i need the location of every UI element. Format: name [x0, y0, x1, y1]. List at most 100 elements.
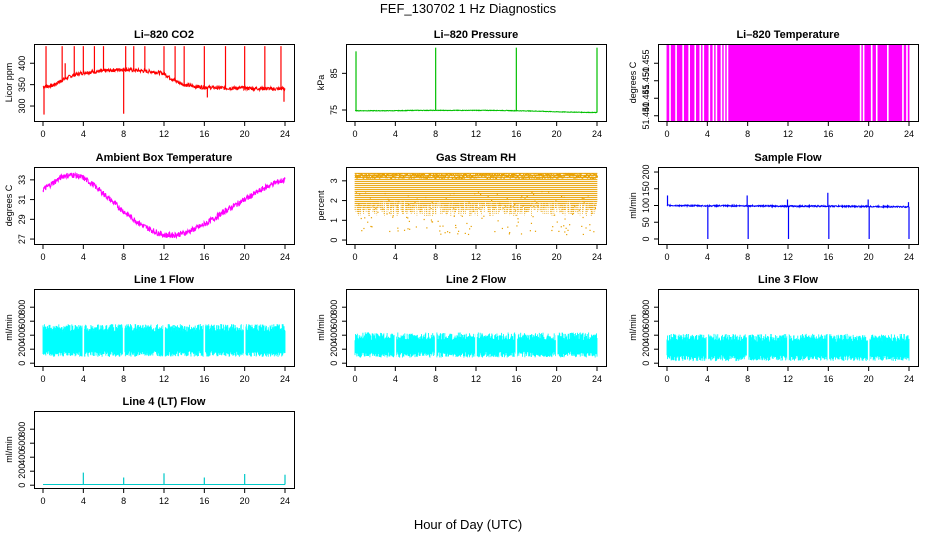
rh-point: [514, 177, 516, 179]
line1-ytick-label: 800: [17, 300, 27, 315]
line2-title: Line 2 Flow: [446, 274, 506, 286]
sample-flow-xtick-label: 4: [705, 252, 710, 262]
rh-point: [449, 231, 451, 234]
rh-point: [592, 173, 594, 175]
rh-point: [551, 174, 553, 176]
rh-point: [463, 176, 465, 178]
rh-point: [510, 205, 512, 207]
line1-xtick-label: 4: [81, 374, 86, 384]
licor-temp-ytick-label: 51.445: [641, 84, 651, 112]
rh-point: [457, 230, 460, 232]
rh-point: [594, 207, 597, 209]
rh-point: [560, 175, 562, 177]
sample-flow-xtick-label: 12: [783, 252, 793, 262]
line2-ytick-label: 400: [329, 328, 339, 343]
rh-point: [415, 174, 417, 176]
rh-point: [474, 173, 477, 175]
rh-point: [355, 175, 357, 178]
rh-point: [423, 176, 425, 178]
sample-flow-xtick-label: 0: [664, 252, 669, 262]
rh-point: [492, 177, 494, 179]
rh-point: [434, 173, 437, 175]
rh-point: [429, 175, 431, 177]
rh-point: [583, 198, 585, 200]
rh-point: [518, 177, 520, 179]
rh-point: [366, 175, 368, 178]
rh-point: [413, 173, 415, 175]
rh-point: [452, 173, 455, 176]
rh-point: [589, 224, 591, 226]
figure-title: FEF_130702 1 Hz Diagnostics: [379, 1, 557, 16]
rh-point: [388, 200, 390, 202]
rh-point: [558, 230, 560, 233]
rh-point: [474, 175, 476, 177]
rh-point: [360, 217, 362, 220]
rh-point: [371, 175, 374, 178]
rh-point: [355, 173, 357, 175]
rh-point: [594, 204, 596, 206]
rh-point: [582, 216, 584, 219]
line4-ytick-label: 600: [17, 436, 27, 451]
licor-temp-xtick-label: 24: [904, 129, 914, 139]
rh-point: [501, 175, 503, 177]
rh-point: [375, 208, 377, 210]
rh-point: [407, 228, 409, 230]
line3-xtick-label: 12: [783, 374, 793, 384]
rh-ytick-label: 3: [329, 178, 339, 183]
line3-ytick-label: 800: [641, 300, 651, 315]
box-temp-ytick-label: 31: [17, 195, 27, 205]
rh-point: [563, 175, 566, 177]
rh-point: [403, 229, 406, 231]
rh-point: [588, 175, 591, 177]
rh-point: [355, 192, 358, 194]
rh-point: [583, 176, 585, 178]
rh-point: [460, 173, 462, 176]
rh-point: [509, 232, 511, 234]
rh-point: [588, 173, 590, 175]
sample-flow-ytick-label: 100: [641, 198, 651, 213]
line3-title: Line 3 Flow: [758, 274, 818, 286]
rh-point: [382, 175, 384, 177]
rh-point: [593, 231, 595, 233]
pressure-ytick-label: 85: [329, 68, 339, 78]
rh-point: [425, 177, 427, 179]
rh-point: [385, 175, 388, 177]
box-temp-plot-area: [42, 171, 286, 240]
rh-point: [559, 173, 561, 176]
rh-point: [555, 200, 557, 202]
panel-box-temp: Ambient Box Temperature 0 4 8 12 16 20 24 27 29 31…: [4, 152, 295, 262]
rh-xtick-label: 16: [511, 252, 521, 262]
rh-point: [387, 173, 389, 175]
rh-point: [512, 175, 514, 178]
box-temp-xtick-label: 0: [40, 252, 45, 262]
rh-point: [438, 173, 440, 175]
line2-ytick-label: 800: [329, 300, 339, 315]
rh-point: [461, 215, 463, 217]
rh-point: [557, 173, 559, 176]
line4-xtick-label: 20: [240, 496, 250, 506]
rh-point: [513, 176, 515, 178]
rh-point: [470, 175, 472, 177]
line3-ylabel: ml/min: [628, 314, 638, 341]
rh-point: [565, 227, 567, 229]
rh-point: [403, 177, 405, 179]
rh-point: [435, 177, 437, 179]
rh-point: [457, 175, 459, 177]
rh-point: [508, 173, 510, 175]
rh-point: [564, 218, 566, 220]
rh-point: [535, 177, 537, 179]
rh-point: [385, 175, 387, 177]
rh-point: [386, 173, 388, 175]
pressure-xtick-label: 16: [511, 129, 521, 139]
rh-point: [417, 176, 419, 178]
line1-ylabel: ml/min: [4, 314, 14, 341]
rh-point: [469, 228, 471, 230]
rh-point: [583, 202, 585, 204]
rh-point: [585, 175, 587, 177]
pressure-xtick-label: 12: [471, 129, 481, 139]
licor-temp-ytick-label: 51.455: [641, 49, 651, 77]
rh-point: [533, 173, 535, 175]
box-temp-ytick-label: 33: [17, 175, 27, 185]
rh-point: [566, 233, 568, 236]
